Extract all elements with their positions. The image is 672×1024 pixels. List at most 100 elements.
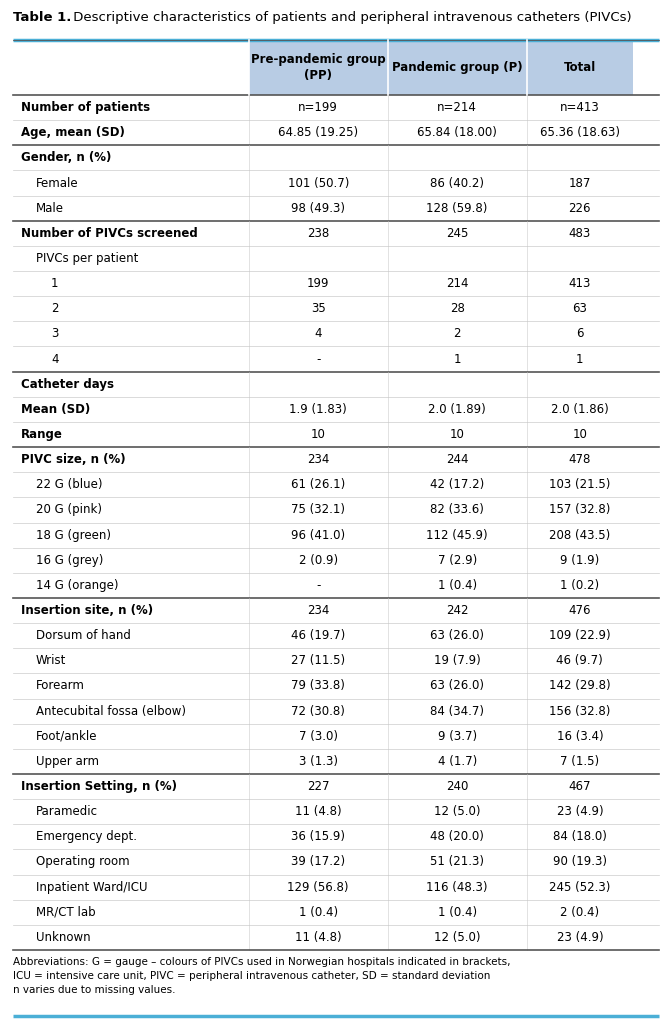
- Text: 1.9 (1.83): 1.9 (1.83): [290, 402, 347, 416]
- Text: Number of patients: Number of patients: [21, 101, 150, 114]
- Text: 109 (22.9): 109 (22.9): [549, 629, 611, 642]
- Text: 96 (41.0): 96 (41.0): [291, 528, 345, 542]
- Text: 240: 240: [446, 780, 468, 793]
- Text: Upper arm: Upper arm: [36, 755, 99, 768]
- Text: 28: 28: [450, 302, 464, 315]
- Text: n=199: n=199: [298, 101, 338, 114]
- Text: 9 (1.9): 9 (1.9): [560, 554, 599, 566]
- Text: 129 (56.8): 129 (56.8): [288, 881, 349, 894]
- Text: 90 (19.3): 90 (19.3): [553, 855, 607, 868]
- Text: 187: 187: [569, 176, 591, 189]
- Text: 42 (17.2): 42 (17.2): [430, 478, 485, 492]
- Text: 7 (1.5): 7 (1.5): [560, 755, 599, 768]
- Text: 413: 413: [569, 278, 591, 290]
- Text: Mean (SD): Mean (SD): [21, 402, 90, 416]
- Text: Insertion site, n (%): Insertion site, n (%): [21, 604, 153, 617]
- Text: 1: 1: [51, 278, 58, 290]
- Text: 16 (3.4): 16 (3.4): [556, 730, 603, 742]
- Text: 11 (4.8): 11 (4.8): [295, 931, 341, 944]
- Text: 226: 226: [569, 202, 591, 215]
- Text: Total: Total: [564, 61, 596, 74]
- Text: PIVCs per patient: PIVCs per patient: [36, 252, 138, 265]
- Text: Range: Range: [21, 428, 63, 441]
- Text: 18 G (green): 18 G (green): [36, 528, 111, 542]
- Text: 75 (32.1): 75 (32.1): [291, 504, 345, 516]
- Text: 245: 245: [446, 226, 468, 240]
- Text: 208 (43.5): 208 (43.5): [549, 528, 610, 542]
- Text: 7 (2.9): 7 (2.9): [437, 554, 476, 566]
- Text: 79 (33.8): 79 (33.8): [291, 680, 345, 692]
- Text: 242: 242: [446, 604, 468, 617]
- Text: 35: 35: [311, 302, 326, 315]
- Text: 16 G (grey): 16 G (grey): [36, 554, 103, 566]
- Text: 39 (17.2): 39 (17.2): [291, 855, 345, 868]
- Text: 112 (45.9): 112 (45.9): [426, 528, 488, 542]
- Text: 2: 2: [454, 328, 461, 340]
- Text: 64.85 (19.25): 64.85 (19.25): [278, 126, 358, 139]
- Text: Dorsum of hand: Dorsum of hand: [36, 629, 131, 642]
- Text: 51 (21.3): 51 (21.3): [430, 855, 484, 868]
- Text: 65.84 (18.00): 65.84 (18.00): [417, 126, 497, 139]
- Text: Inpatient Ward/ICU: Inpatient Ward/ICU: [36, 881, 147, 894]
- Text: Female: Female: [36, 176, 79, 189]
- Text: Paramedic: Paramedic: [36, 805, 98, 818]
- Text: 9 (3.7): 9 (3.7): [437, 730, 476, 742]
- Text: 46 (19.7): 46 (19.7): [291, 629, 345, 642]
- Text: Foot/ankle: Foot/ankle: [36, 730, 97, 742]
- Text: 1 (0.4): 1 (0.4): [298, 906, 338, 919]
- Text: Forearm: Forearm: [36, 680, 85, 692]
- Text: 46 (9.7): 46 (9.7): [556, 654, 603, 668]
- Text: 6: 6: [576, 328, 583, 340]
- Text: 1 (0.4): 1 (0.4): [437, 906, 476, 919]
- Text: Catheter days: Catheter days: [21, 378, 114, 391]
- Text: Table 1.: Table 1.: [13, 11, 71, 24]
- Text: 86 (40.2): 86 (40.2): [430, 176, 484, 189]
- Text: 4: 4: [314, 328, 322, 340]
- Text: 234: 234: [307, 604, 329, 617]
- Text: -: -: [316, 579, 321, 592]
- Text: 2.0 (1.89): 2.0 (1.89): [428, 402, 486, 416]
- Text: 156 (32.8): 156 (32.8): [549, 705, 611, 718]
- Text: 245 (52.3): 245 (52.3): [549, 881, 611, 894]
- Text: 199: 199: [307, 278, 329, 290]
- Text: 63 (26.0): 63 (26.0): [430, 629, 484, 642]
- Text: 27 (11.5): 27 (11.5): [291, 654, 345, 668]
- Text: 128 (59.8): 128 (59.8): [427, 202, 488, 215]
- Text: Antecubital fossa (elbow): Antecubital fossa (elbow): [36, 705, 186, 718]
- Text: 63: 63: [573, 302, 587, 315]
- Text: 23 (4.9): 23 (4.9): [556, 805, 603, 818]
- Text: 157 (32.8): 157 (32.8): [549, 504, 611, 516]
- Text: 48 (20.0): 48 (20.0): [430, 830, 484, 844]
- Text: Pandemic group (P): Pandemic group (P): [392, 61, 522, 74]
- Text: 227: 227: [307, 780, 329, 793]
- Text: 4: 4: [51, 352, 58, 366]
- Text: n=413: n=413: [560, 101, 599, 114]
- Text: 12 (5.0): 12 (5.0): [434, 805, 480, 818]
- Text: 20 G (pink): 20 G (pink): [36, 504, 102, 516]
- Text: 478: 478: [569, 454, 591, 466]
- Text: Descriptive characteristics of patients and peripheral intravenous catheters (PI: Descriptive characteristics of patients …: [69, 11, 632, 24]
- Text: Age, mean (SD): Age, mean (SD): [21, 126, 125, 139]
- Text: PIVC size, n (%): PIVC size, n (%): [21, 454, 126, 466]
- Text: 10: 10: [573, 428, 587, 441]
- Text: 2.0 (1.86): 2.0 (1.86): [551, 402, 609, 416]
- Text: 22 G (blue): 22 G (blue): [36, 478, 103, 492]
- Text: 82 (33.6): 82 (33.6): [430, 504, 484, 516]
- Text: 101 (50.7): 101 (50.7): [288, 176, 349, 189]
- Text: Insertion Setting, n (%): Insertion Setting, n (%): [21, 780, 177, 793]
- Text: 23 (4.9): 23 (4.9): [556, 931, 603, 944]
- Text: 1: 1: [454, 352, 461, 366]
- Text: 103 (21.5): 103 (21.5): [549, 478, 611, 492]
- Text: 3 (1.3): 3 (1.3): [299, 755, 338, 768]
- Text: 72 (30.8): 72 (30.8): [291, 705, 345, 718]
- Bar: [527, 40, 633, 95]
- Text: 63 (26.0): 63 (26.0): [430, 680, 484, 692]
- Text: 10: 10: [450, 428, 464, 441]
- Text: 61 (26.1): 61 (26.1): [291, 478, 345, 492]
- Text: Male: Male: [36, 202, 64, 215]
- Text: 238: 238: [307, 226, 329, 240]
- Text: 36 (15.9): 36 (15.9): [291, 830, 345, 844]
- Text: 2: 2: [51, 302, 58, 315]
- Text: 2 (0.9): 2 (0.9): [298, 554, 338, 566]
- Text: Pre-pandemic group
(PP): Pre-pandemic group (PP): [251, 53, 386, 82]
